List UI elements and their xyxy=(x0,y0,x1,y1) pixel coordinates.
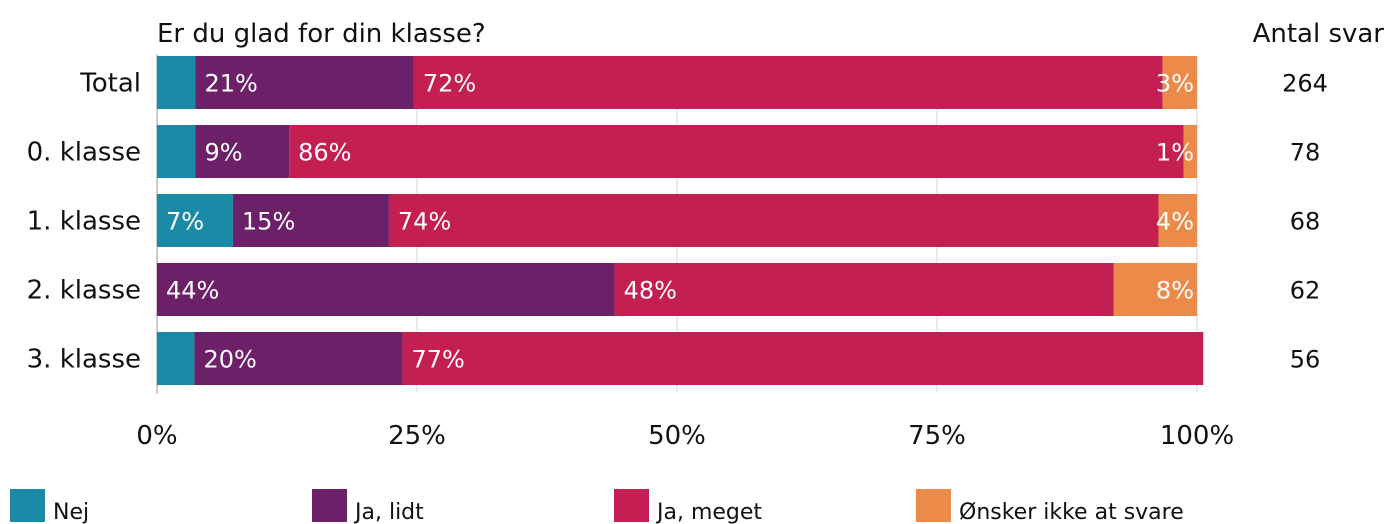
bar-segment xyxy=(614,263,1114,316)
legend: Nej Ja, lidt Ja, meget Ønsker ikke at svare xyxy=(10,489,1184,524)
category-label: 1. klasse xyxy=(27,207,141,237)
x-tick-label: 100% xyxy=(1160,421,1234,451)
x-tick-label: 25% xyxy=(388,421,446,451)
data-label: 48% xyxy=(624,277,677,305)
bar-segment xyxy=(1162,56,1197,109)
bar-segment xyxy=(195,125,290,178)
data-label: 74% xyxy=(398,208,451,236)
bar-labels: 21% 72% 3% 9% 86% 1% 7% 15% 74% 4% 44% 48% 8% 20% 77% xyxy=(166,70,1194,374)
category-label: 2. klasse xyxy=(27,276,141,306)
bar-segment xyxy=(157,194,233,247)
bar-segment xyxy=(157,332,195,385)
legend-label: Ja, lidt xyxy=(353,500,424,524)
data-label: 21% xyxy=(204,70,257,98)
bar-segment xyxy=(157,125,196,178)
data-label: 77% xyxy=(411,346,464,374)
bar-segment xyxy=(388,194,1159,247)
bar-segment xyxy=(402,332,1204,385)
x-tick-label: 50% xyxy=(648,421,706,451)
count-label: 264 xyxy=(1282,70,1328,98)
category-label: 0. klasse xyxy=(27,138,141,168)
chart-title: Er du glad for din klasse? xyxy=(157,19,486,49)
data-label: 20% xyxy=(203,346,256,374)
legend-swatch xyxy=(916,489,951,522)
data-label: 3% xyxy=(1156,70,1194,98)
count-label: 62 xyxy=(1290,277,1321,305)
data-label: 1% xyxy=(1156,139,1194,167)
category-label: Total xyxy=(79,69,141,99)
data-label: 86% xyxy=(298,139,351,167)
count-labels: 264 78 68 62 56 xyxy=(1282,70,1328,374)
x-tick-label: 75% xyxy=(908,421,966,451)
bar-segment xyxy=(157,263,615,316)
legend-label: Ja, meget xyxy=(655,500,762,524)
bars xyxy=(157,56,1204,385)
bar-segment xyxy=(232,194,389,247)
data-label: 72% xyxy=(423,70,476,98)
bar-segment xyxy=(157,56,196,109)
data-label: 44% xyxy=(166,277,219,305)
bar-segment xyxy=(289,125,1184,178)
count-label: 56 xyxy=(1290,346,1321,374)
legend-label: Ønsker ikke at svare xyxy=(959,500,1184,524)
count-label: 68 xyxy=(1290,208,1321,236)
data-label: 4% xyxy=(1156,208,1194,236)
data-label: 7% xyxy=(166,208,204,236)
legend-label: Nej xyxy=(53,500,89,524)
data-label: 15% xyxy=(242,208,295,236)
category-label: 3. klasse xyxy=(27,345,141,375)
count-label: 78 xyxy=(1290,139,1321,167)
bar-segment xyxy=(413,56,1163,109)
category-labels: Total 0. klasse 1. klasse 2. klasse 3. klass… xyxy=(27,69,141,375)
bar-segment xyxy=(1113,263,1197,316)
data-label: 8% xyxy=(1156,277,1194,305)
bar-segment xyxy=(1183,125,1197,178)
bar-segment xyxy=(195,56,414,109)
x-tick-label: 0% xyxy=(136,421,177,451)
legend-swatch xyxy=(312,489,347,522)
data-label: 9% xyxy=(204,139,242,167)
x-axis-ticks: 0% 25% 50% 75% 100% xyxy=(136,421,1234,451)
count-column-header: Antal svar xyxy=(1253,19,1385,49)
bar-segment xyxy=(194,332,403,385)
bar-segment xyxy=(1158,194,1197,247)
legend-swatch xyxy=(614,489,649,522)
legend-swatch xyxy=(10,489,45,522)
